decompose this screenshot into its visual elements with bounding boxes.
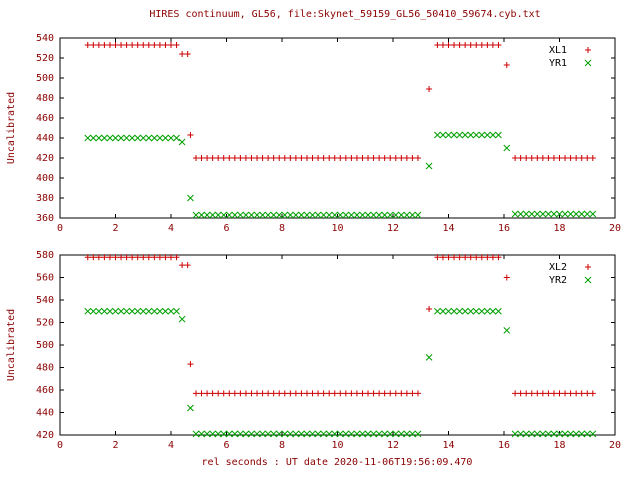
x-tick-label: 12 [387,223,399,234]
x-tick-label: 18 [553,223,565,234]
legend-entry-XL2: XL2 [549,262,591,273]
cross-marker-icon [584,276,592,284]
plus-marker-icon [585,47,591,53]
x-tick-label: 14 [442,223,454,234]
y-tick-label: 540 [36,33,54,44]
x-tick-label: 20 [609,440,621,451]
y-tick-label: 520 [36,318,54,329]
x-tick-label: 20 [609,223,621,234]
bottom-y-axis-label: Uncalibrated [6,309,17,381]
bottom-panel-plot: 0 2 4 6 8 10 12 14 16 18 20 420 440 460 480 500 520 540 56… [36,250,621,451]
cross-marker-icon [584,59,592,67]
y-tick-label: 460 [36,113,54,124]
x-tick-label: 8 [279,440,285,451]
chart-title: HIRES continuum, GL56, file:Skynet_59159… [149,9,540,20]
axis-ticks [59,254,616,436]
x-tick-label: 12 [387,440,399,451]
y-tick-label: 460 [36,385,54,396]
series-XL2-points [84,254,596,397]
series-XL1-points [84,42,596,161]
y-tick-label: 520 [36,53,54,64]
tick-labels: 0 2 4 6 8 10 12 14 16 18 20 420 440 460 480 500 520 540 56… [36,250,621,451]
x-tick-label: 10 [331,440,343,451]
plot-border [59,37,616,219]
y-tick-label: 380 [36,193,54,204]
x-tick-label: 0 [57,223,63,234]
plot-border [59,254,616,436]
y-tick-label: 420 [36,153,54,164]
y-tick-label: 400 [36,173,54,184]
legend-label: XL1 [549,45,567,56]
y-tick-label: 480 [36,363,54,374]
y-tick-label: 500 [36,73,54,84]
legend-label: YR2 [549,275,567,286]
y-tick-label: 480 [36,93,54,104]
series-YR1-points [84,131,597,219]
top-panel-plot: 0 2 4 6 8 10 12 14 16 18 20 360 380 400 420 440 460 480 50… [36,33,621,234]
legend-entry-YR1: YR1 [549,58,592,69]
legend-entry-XL1: XL1 [549,45,591,56]
y-tick-label: 420 [36,430,54,441]
series-YR2-points [84,307,597,438]
x-tick-label: 0 [57,440,63,451]
top-y-axis-label: Uncalibrated [6,92,17,164]
legend-entry-YR2: YR2 [549,275,592,286]
legend-label: YR1 [549,58,567,69]
x-tick-label: 18 [553,440,565,451]
x-tick-label: 6 [223,223,229,234]
x-tick-label: 2 [112,440,118,451]
y-tick-label: 440 [36,408,54,419]
axis-ticks [59,37,616,219]
legend-label: XL2 [549,262,567,273]
x-tick-label: 8 [279,223,285,234]
x-tick-label: 16 [498,440,510,451]
tick-labels: 0 2 4 6 8 10 12 14 16 18 20 360 380 400 420 440 460 480 50… [36,33,621,234]
x-tick-label: 14 [442,440,454,451]
x-tick-label: 4 [168,440,174,451]
x-axis-label: rel seconds : UT date 2020-11-06T19:56:0… [202,457,473,468]
y-tick-label: 560 [36,273,54,284]
y-tick-label: 580 [36,250,54,261]
y-tick-label: 500 [36,340,54,351]
y-tick-label: 440 [36,133,54,144]
x-tick-label: 6 [223,440,229,451]
y-tick-label: 540 [36,295,54,306]
x-tick-label: 2 [112,223,118,234]
y-tick-label: 360 [36,213,54,224]
x-tick-label: 16 [498,223,510,234]
x-tick-label: 10 [331,223,343,234]
x-tick-label: 4 [168,223,174,234]
plus-marker-icon [585,264,591,270]
